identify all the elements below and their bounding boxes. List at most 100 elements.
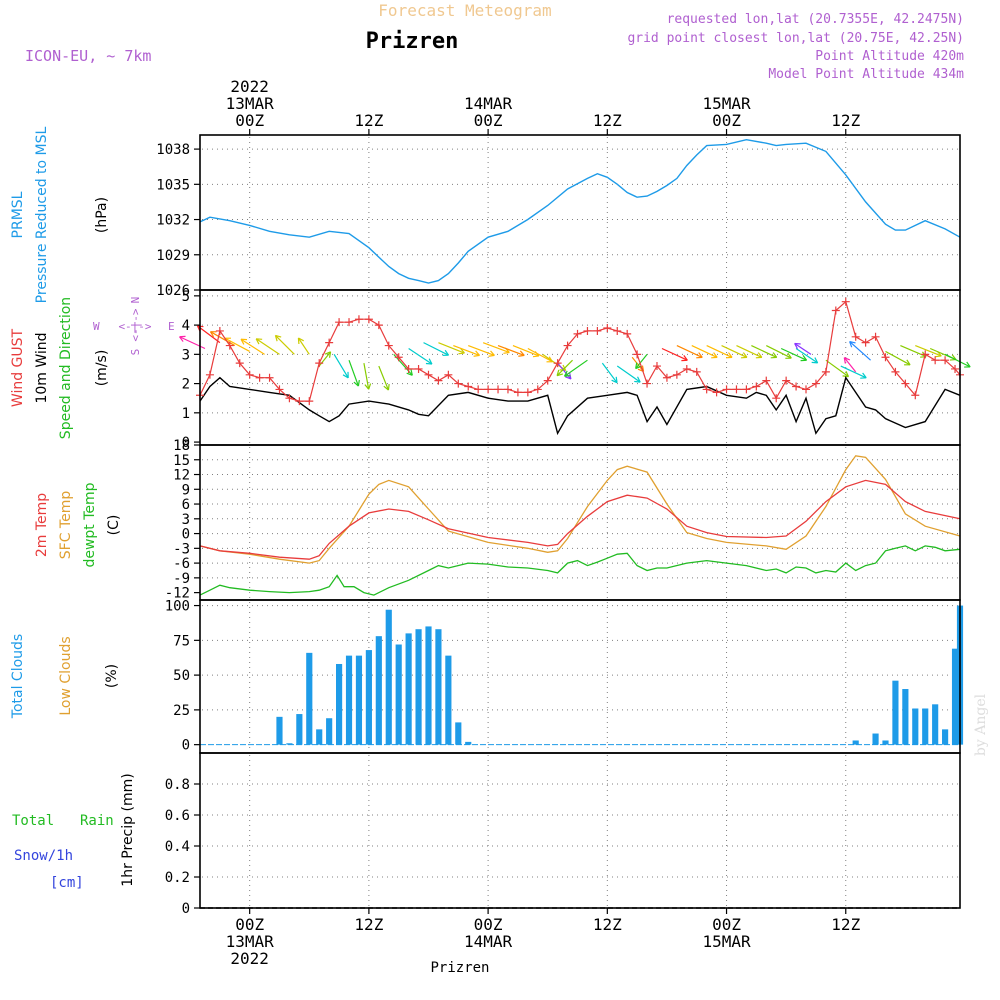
wind-gust-label: Wind GUST <box>10 328 26 407</box>
wind-gust-marker <box>712 388 721 397</box>
wind-gust-marker <box>643 379 652 388</box>
wind-gust-marker <box>633 350 642 359</box>
cloud-bar <box>465 741 472 745</box>
wind-gust-marker <box>345 318 354 327</box>
pressure-ytick-label: 1032 <box>156 213 190 229</box>
chart-background <box>200 135 960 908</box>
precip-ytick-label: 0.4 <box>165 839 190 855</box>
precip-unit-label: 1hr Precip (mm) <box>120 773 136 886</box>
wind-gust-marker <box>603 324 612 333</box>
time-label-bottom: 13MAR <box>226 932 275 951</box>
wind-arrow <box>721 345 748 359</box>
temp-ytick-label: 18 <box>173 438 190 454</box>
cloud-bar <box>375 636 382 745</box>
wind-ytick-label: 4 <box>182 318 190 334</box>
wind-arrow <box>706 345 733 359</box>
time-label-top: 12Z <box>831 111 860 130</box>
wind-arrow <box>944 353 971 368</box>
cloud-bar <box>425 626 432 745</box>
wind-gust-marker <box>464 382 473 391</box>
chart-grid <box>202 137 958 906</box>
pressure-ytick-label: 1038 <box>156 142 190 158</box>
time-label-top: 12Z <box>354 111 383 130</box>
wind-gust-marker <box>285 394 294 403</box>
wind-gust-marker <box>275 385 284 394</box>
wind-arrow <box>274 334 295 355</box>
precip-ytick-label: 0.6 <box>165 808 190 824</box>
temp-2m-line <box>199 479 961 560</box>
wind-gust-marker <box>722 385 731 394</box>
pressure-line <box>199 138 961 284</box>
wind-gust-marker <box>394 353 403 362</box>
compass-vertical: <-|-> <box>129 308 142 341</box>
wind-gust-marker <box>543 376 552 385</box>
cloud-bar <box>882 740 889 745</box>
temp-ytick-label: 12 <box>173 468 190 484</box>
wind-gust-marker <box>295 397 304 406</box>
wind-gust-marker <box>762 376 771 385</box>
precip-ytick-label: 0.2 <box>165 870 190 886</box>
wind-arrow <box>843 357 857 373</box>
wind-arrow <box>885 350 911 366</box>
wind-gust-marker <box>563 341 572 350</box>
cloud-bar <box>852 740 859 745</box>
wind-gust-marker <box>523 388 532 397</box>
footer-location: Prizren <box>430 960 489 976</box>
wind-gust-marker <box>513 388 522 397</box>
compass-west: W <box>93 320 100 333</box>
time-label-top: 13MAR <box>226 94 275 113</box>
time-label-bottom: 15MAR <box>702 932 751 951</box>
wind-gust-marker <box>255 373 264 382</box>
wind-gust-marker <box>225 341 234 350</box>
precip-ytick-label: 0.8 <box>165 777 190 793</box>
pressure-unit-label: (hPa) <box>94 197 110 233</box>
wind-gust-marker <box>573 329 582 338</box>
wind-arrow <box>333 354 349 379</box>
cloud-bar <box>316 729 323 745</box>
clouds-ytick-label: 75 <box>173 633 190 649</box>
point-altitude: Point Altitude 420m <box>815 49 964 64</box>
wind-gust-marker <box>434 376 443 385</box>
compass-north: N <box>129 297 142 304</box>
time-label-bottom: 12Z <box>593 915 622 934</box>
time-label-top: 12Z <box>593 111 622 130</box>
time-label-bottom: 12Z <box>831 915 860 934</box>
time-label-bottom: 00Z <box>235 915 264 934</box>
temp-ytick-label: 15 <box>173 453 190 469</box>
wind-arrow <box>209 331 236 347</box>
cloud-bar <box>345 655 353 745</box>
cloud-bar <box>932 704 939 745</box>
wind-gust-marker <box>583 326 592 335</box>
wind-arrow <box>751 345 778 359</box>
wind-arrow <box>794 342 812 355</box>
wind-gust-marker <box>623 329 632 338</box>
wind-gust-marker <box>662 373 671 382</box>
cloud-bar <box>902 689 909 745</box>
wind-gust-marker <box>841 297 850 306</box>
wind-gust-marker <box>454 379 463 388</box>
pressure-ytick-label: 1029 <box>156 248 190 264</box>
wind-arrow <box>348 359 360 387</box>
cloud-bar <box>415 629 422 745</box>
wind-gust-marker <box>951 364 960 373</box>
precip-ytick-label: 0 <box>182 901 190 917</box>
chart-labels: PRMSL Pressure Reduced to MSL (hPa) Wind GU… <box>10 126 175 891</box>
precip-panel-bg <box>200 753 960 908</box>
wind-gust-marker <box>851 332 860 341</box>
time-label-top: 14MAR <box>464 94 513 113</box>
wind-arrow <box>616 365 641 383</box>
cloud-bar <box>326 718 333 745</box>
wind-arrow <box>795 347 819 364</box>
wind-gust-marker <box>941 356 950 365</box>
wind-gust-marker <box>404 364 413 373</box>
temp-ytick-label: -9 <box>173 571 190 587</box>
wind-gust-marker <box>305 397 314 406</box>
pressure-label: PRMSL <box>10 191 26 238</box>
wind-gust-marker <box>354 315 363 324</box>
wind-gust-marker <box>245 370 254 379</box>
compass-south: S <box>129 349 142 356</box>
chart-title: Forecast Meteogram <box>378 1 551 20</box>
sfc-temp-label: SFC Temp <box>58 491 74 560</box>
wind-gust-marker <box>414 364 423 373</box>
cloud-bar <box>365 650 372 745</box>
